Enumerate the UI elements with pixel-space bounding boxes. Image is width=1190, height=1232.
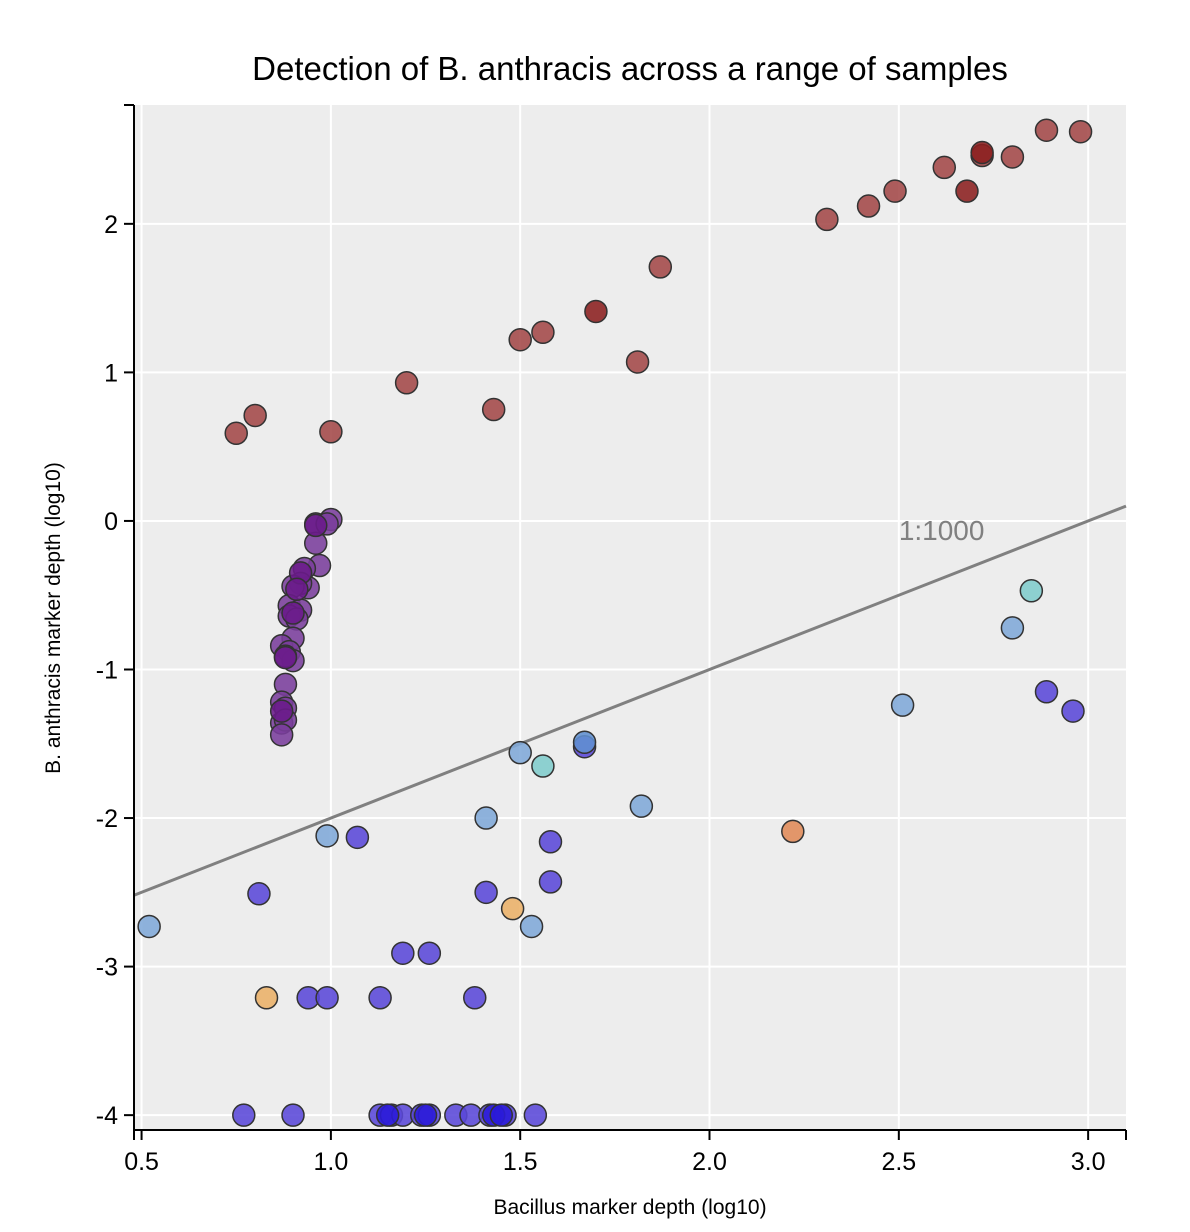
y-tick-label: -3 [96,954,118,982]
data-point [584,299,608,324]
data-point [1034,680,1059,704]
axes: 0.5 1.0 1.5 2.0 2.5 3.0 -4 -3 -2 -1 0 1 2 [96,104,1127,1176]
data-point [932,155,957,180]
data-point [285,577,309,602]
data-point [463,986,487,1010]
data-point [1034,118,1059,143]
data-point [413,1103,438,1127]
x-tick-label: 1.5 [503,1148,538,1176]
x-axis-label: Bacillus marker depth (log10) [493,1196,766,1219]
data-point [243,403,267,428]
data-point [474,880,498,905]
data-point [1061,699,1085,723]
data-point [345,825,370,850]
data-point [1000,145,1025,169]
data-point [303,513,328,538]
x-tick-label: 2.5 [881,1148,916,1176]
data-point [625,350,650,374]
data-point [856,194,881,218]
data-point [481,397,506,422]
x-tick-label: 0.5 [124,1148,159,1176]
data-point [254,986,279,1010]
x-tick-label: 1.0 [314,1148,349,1176]
data-point [137,914,161,939]
data-point [474,806,498,830]
data-point [955,179,979,203]
data-points [137,118,1093,1127]
x-tick-label: 3.0 [1071,1148,1106,1176]
data-point [531,754,555,778]
data-point [224,421,248,446]
y-tick-label: 0 [104,508,118,536]
data-point [269,723,294,747]
data-point [970,140,994,165]
data-point [273,645,298,670]
data-point [572,730,597,755]
reference-line-group: 1:1000 [133,504,1127,897]
data-point [247,882,271,906]
data-point [368,986,392,1010]
y-axis-label: B. anthracis marker depth (log10) [42,462,65,774]
reference-line-label: 1:1000 [899,515,985,546]
data-point [269,699,294,723]
data-point [489,1103,514,1127]
data-point [781,819,805,844]
data-point [281,1103,305,1127]
data-point [890,693,915,717]
gridlines [134,105,1126,1130]
data-point [508,740,532,765]
data-point [319,420,343,444]
data-point [315,824,339,848]
data-point [523,1103,548,1127]
data-point [394,371,419,395]
reference-line [133,504,1127,897]
data-point [519,914,544,939]
data-point [1019,579,1044,603]
data-point [883,179,907,203]
data-point [538,870,563,894]
data-point [232,1103,256,1127]
data-point [417,941,442,965]
data-point [315,986,339,1010]
y-tick-label: -4 [96,1102,118,1130]
y-tick-label: -2 [96,805,118,833]
y-tick-label: 2 [104,211,118,239]
data-point [1068,119,1093,144]
data-point [815,207,839,232]
data-point [1000,616,1025,640]
data-point [281,601,305,625]
data-point [500,896,525,921]
data-point [629,794,654,818]
data-point [391,941,415,965]
y-tick-label: 1 [104,359,118,387]
data-point [648,255,673,279]
data-point [375,1103,400,1127]
x-tick-label: 2.0 [692,1148,727,1176]
data-point [508,327,532,352]
data-point [531,320,555,345]
y-tick-label: -1 [96,656,118,684]
data-point [538,830,563,854]
chart-title: Detection of B. anthracis across a range… [252,50,1008,87]
